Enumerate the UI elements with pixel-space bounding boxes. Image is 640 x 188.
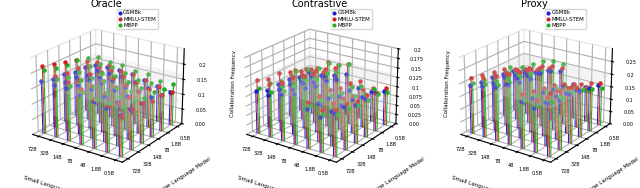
Legend: GSM8k, MMLU-STEM, MBPP: GSM8k, MMLU-STEM, MBPP (117, 9, 157, 29)
Y-axis label: Large Language Model: Large Language Model (157, 157, 212, 188)
Legend: GSM8k, MMLU-STEM, MBPP: GSM8k, MMLU-STEM, MBPP (545, 9, 586, 29)
Y-axis label: Large Language Model: Large Language Model (371, 157, 426, 188)
Title: Contrastive: Contrastive (292, 0, 348, 9)
X-axis label: Small Language Model: Small Language Model (451, 175, 513, 188)
Legend: GSM8k, MMLU-STEM, MBPP: GSM8k, MMLU-STEM, MBPP (332, 9, 372, 29)
Y-axis label: Large Language Model: Large Language Model (585, 157, 640, 188)
X-axis label: Small Language Model: Small Language Model (237, 175, 298, 188)
Title: Oracle: Oracle (90, 0, 122, 9)
X-axis label: Small Language Model: Small Language Model (23, 175, 84, 188)
Title: Proxy: Proxy (521, 0, 547, 9)
